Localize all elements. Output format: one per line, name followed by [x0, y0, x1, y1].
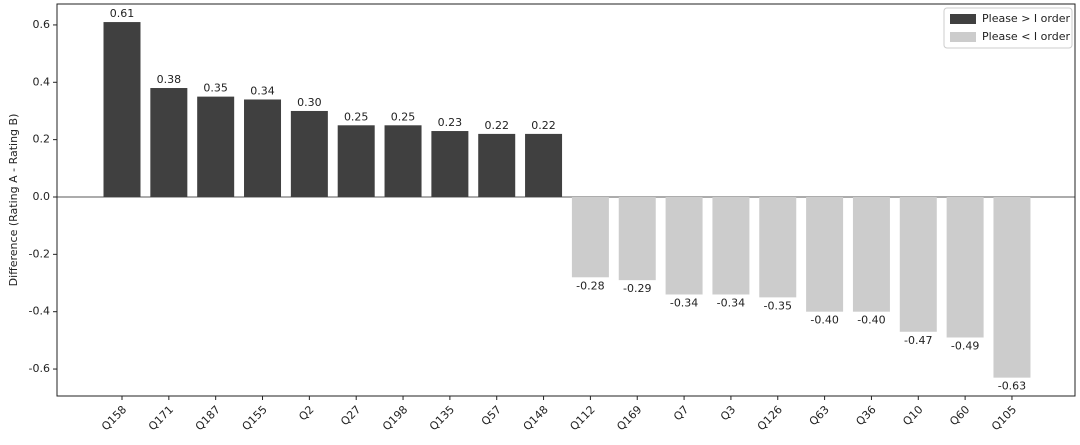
legend-swatch — [950, 14, 976, 24]
bar — [244, 99, 282, 197]
value-label: -0.63 — [998, 380, 1026, 393]
x-tick-label: Q198 — [380, 403, 410, 433]
x-tick-label: Q155 — [240, 403, 270, 433]
bar — [103, 22, 141, 197]
x-tick-label: Q169 — [614, 403, 644, 433]
x-tick-label: Q148 — [521, 403, 551, 433]
x-tick-label: Q112 — [567, 403, 597, 433]
bar — [290, 110, 328, 197]
value-label: -0.40 — [810, 314, 838, 327]
x-tick-label: Q135 — [427, 403, 457, 433]
plot-frame — [56, 3, 1076, 397]
value-label: 0.22 — [484, 119, 509, 132]
bar — [759, 196, 797, 298]
bar — [618, 196, 656, 281]
value-label: 0.38 — [157, 73, 182, 86]
bar — [478, 133, 516, 197]
bar — [384, 125, 422, 197]
legend-label: Please > I order — [982, 12, 1070, 25]
bar — [571, 196, 609, 278]
bar — [899, 196, 937, 332]
bar — [712, 196, 750, 295]
value-label: -0.47 — [904, 334, 932, 347]
y-tick-label: -0.2 — [29, 247, 50, 260]
value-label: 0.25 — [344, 110, 369, 123]
value-label: 0.25 — [391, 110, 416, 123]
x-tick-label: Q36 — [853, 403, 878, 428]
x-tick-label: Q57 — [479, 403, 504, 428]
bar — [525, 133, 563, 197]
bar — [806, 196, 844, 312]
x-tick-label: Q171 — [146, 403, 176, 433]
value-label: -0.40 — [857, 314, 885, 327]
y-tick-label: 0.4 — [33, 75, 51, 88]
value-label: 0.35 — [203, 82, 228, 95]
bar — [197, 96, 235, 197]
legend-swatch — [950, 32, 976, 42]
bar — [946, 196, 984, 338]
bar — [665, 196, 703, 295]
x-tick-label: Q158 — [99, 403, 129, 433]
x-tick-label: Q3 — [718, 403, 738, 423]
y-tick-label: -0.6 — [29, 362, 50, 375]
bar — [431, 131, 469, 197]
x-tick-label: Q105 — [989, 403, 1019, 433]
value-label: -0.28 — [576, 279, 604, 292]
value-label: 0.23 — [438, 116, 463, 129]
value-label: -0.35 — [764, 299, 792, 312]
value-label: 0.22 — [531, 119, 556, 132]
value-label: -0.34 — [670, 296, 698, 309]
x-tick-label: Q27 — [338, 403, 363, 428]
x-tick-label: Q187 — [193, 403, 223, 433]
value-label: 0.61 — [110, 7, 135, 20]
x-tick-label: Q63 — [807, 403, 832, 428]
y-tick-label: 0.0 — [33, 190, 51, 203]
value-label: -0.49 — [951, 340, 979, 353]
value-label: -0.34 — [717, 296, 745, 309]
y-tick-label: 0.6 — [33, 18, 51, 31]
value-label: 0.34 — [250, 84, 275, 97]
bar — [150, 88, 188, 197]
y-tick-label: -0.4 — [29, 305, 50, 318]
y-axis-label: Difference (Rating A - Rating B) — [7, 114, 20, 287]
x-tick-label: Q126 — [755, 403, 785, 433]
bar — [337, 125, 375, 197]
y-tick-label: 0.2 — [33, 133, 51, 146]
value-label: -0.29 — [623, 282, 651, 295]
value-label: 0.30 — [297, 96, 322, 109]
x-tick-label: Q2 — [296, 403, 316, 423]
x-tick-label: Q10 — [900, 403, 925, 428]
legend-label: Please < I order — [982, 30, 1070, 43]
bar — [993, 196, 1031, 378]
bar — [852, 196, 890, 312]
x-tick-label: Q7 — [671, 403, 691, 423]
x-tick-label: Q60 — [947, 403, 972, 428]
